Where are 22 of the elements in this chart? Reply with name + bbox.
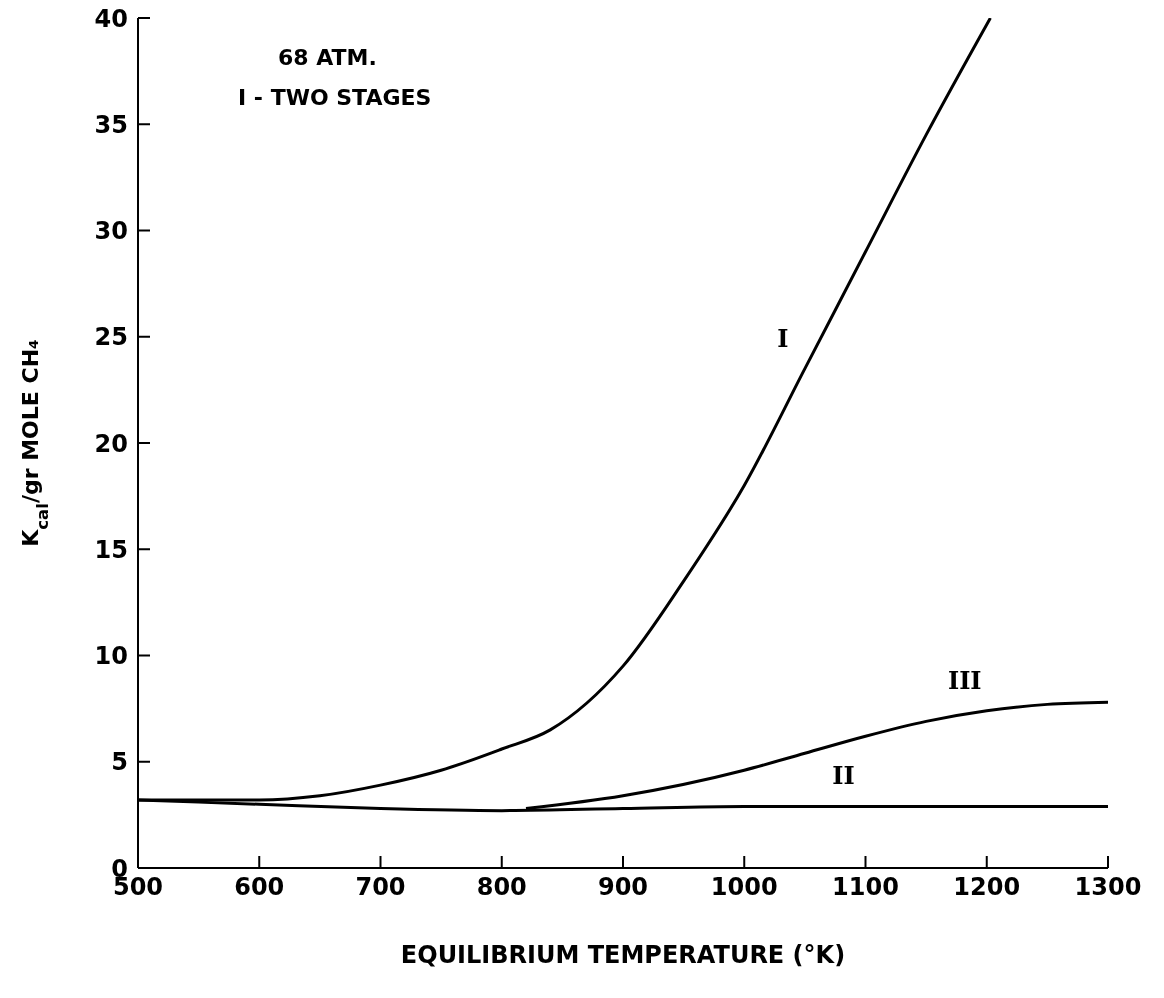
x-tick-label: 1000: [710, 873, 778, 902]
y-tick-label: 30: [94, 217, 128, 246]
x-tick-label: 800: [476, 873, 527, 902]
x-tick-label: 1100: [832, 873, 899, 902]
x-tick-label: 900: [597, 873, 649, 902]
x-tick-label: 600: [234, 873, 285, 902]
annotation: 68 ATM.: [278, 44, 378, 72]
y-tick-label: 20: [94, 429, 128, 458]
x-tick-label: 1200: [953, 873, 1021, 902]
y-tick-label: 25: [94, 323, 128, 352]
series-label: II: [832, 761, 855, 791]
annotation: I - TWO STAGES: [238, 84, 432, 112]
x-tick-label: 1300: [1074, 873, 1142, 902]
y-tick-label: 10: [94, 642, 128, 671]
series-label: I: [777, 323, 789, 353]
series-label: III: [947, 665, 982, 695]
y-tick-label: 35: [94, 110, 128, 139]
x-tick-label: 700: [355, 873, 406, 902]
x-axis-title: EQUILIBRIUM TEMPERATURE (°K): [400, 941, 846, 969]
y-tick-label: 15: [94, 535, 128, 564]
y-tick-label: 5: [111, 748, 128, 777]
y-tick-label: 40: [94, 4, 128, 33]
